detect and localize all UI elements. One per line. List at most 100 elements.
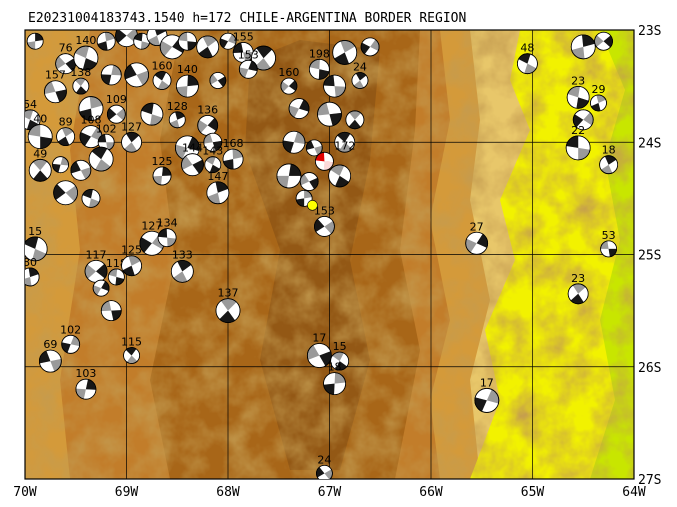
beachball-symbol [572,109,594,131]
depth-label: 103 [75,367,96,380]
beachball-symbol [215,298,241,324]
depth-label: 125 [121,244,142,257]
depth-label: 128 [167,100,188,113]
lon-label: 70W [13,485,37,500]
depth-label: 22 [571,124,585,137]
depth-label: 134 [157,217,178,230]
beachball-symbol [599,155,619,175]
beachball-symbol [594,31,613,51]
main-event-layer: 172 [307,139,355,211]
depth-label: 49 [33,147,47,160]
depth-label: 76 [59,42,73,55]
depth-label: 40 [33,113,47,126]
axis-labels: 70W 69W 68W 67W 66W 65W 64W 23S 24S 25S 26S 27S [13,24,661,500]
depth-label: 143 [202,145,223,158]
lon-label: 69W [115,485,139,500]
beachball-symbol [181,153,204,177]
beachball-symbol [56,127,75,147]
beachball-symbol [345,110,365,130]
depth-label: 153 [314,204,335,217]
beachball-symbol [28,158,52,182]
beachball-symbol [330,351,350,371]
beachball-symbol [96,31,116,51]
beachball-symbol [44,80,67,104]
depth-label: 15 [28,225,42,238]
beachball-symbol [306,343,332,368]
beachball-symbol [204,156,222,174]
beachball-symbol [168,111,186,129]
beachball-symbol [282,130,306,154]
beachball-symbol [222,148,244,170]
map-title: E20231004183743.1540 h=172 CHILE-ARGENTI… [28,11,466,26]
depth-label: 153 [238,48,259,61]
depth-label: 102 [60,323,81,336]
depth-label: 18 [602,144,616,157]
beachball-symbol [177,31,197,51]
depth-label: 155 [233,30,254,43]
beachball-symbol [600,240,618,258]
beachball-symbol [121,255,142,277]
beachball-symbol [55,53,76,75]
beachball-symbol [305,139,323,157]
beachball-symbol [139,230,165,256]
beachball-symbol [152,166,172,186]
beachball-symbol [328,164,352,188]
beachball-symbol [566,85,590,109]
beachball-symbol [133,32,151,50]
lat-label: 25S [638,249,661,264]
beachball-symbol [53,180,78,206]
epicenter-marker [307,200,318,211]
beachball-symbol [88,146,114,172]
depth-label: 23 [571,74,585,87]
depth-label: 136 [197,103,218,116]
beachball-symbol [100,300,122,322]
lon-label: 65W [521,485,545,500]
beachball-symbol [107,268,125,286]
beachball-symbol [308,58,330,80]
beachball-symbol [314,216,335,237]
beachball-symbol [25,236,48,262]
beachball-symbol [27,124,53,150]
depth-label: 133 [172,248,193,261]
beachball-symbol [316,464,333,479]
depth-label: 27 [470,220,484,233]
beachball-symbol [570,34,596,60]
depth-label: 138 [70,66,91,79]
beachball-symbol [567,283,589,305]
beachball-symbol [238,59,258,79]
depth-label: 30 [23,256,37,269]
beachball-symbol [474,388,500,413]
lat-label: 24S [638,136,661,151]
beachball-symbol [323,74,346,98]
beachball-symbol [299,172,319,191]
main-event-depth-label: 172 [334,139,355,152]
depth-label: 115 [121,336,142,349]
beachball-symbol [84,259,108,283]
beachball-symbol [70,159,92,181]
depth-label: 48 [520,42,534,55]
depth-label: 24 [353,61,367,74]
lat-label: 27S [638,473,661,488]
lon-label: 68W [216,485,240,500]
beachball-symbol [175,74,199,98]
beachball-symbol [209,72,227,89]
beachball-symbol [590,94,607,112]
beachball-symbol [317,101,342,127]
beachball-symbol [92,279,110,297]
beachball-symbol [251,45,276,71]
depth-label: 160 [152,60,173,73]
lon-label: 67W [318,485,342,500]
beachball-symbol [280,77,298,95]
depth-label: 69 [43,338,57,351]
depth-label: 53 [602,229,616,242]
depth-label: 17 [312,332,326,345]
beachball-symbol [565,135,591,161]
depth-label: 89 [59,116,73,129]
beachball-symbol [465,231,489,255]
depth-label: 127 [141,219,162,232]
depth-label: 198 [309,47,330,60]
beachball-symbol [219,32,237,50]
depth-label: 18 [328,361,342,374]
depth-label: 127 [121,120,142,133]
beachball-symbol [197,115,219,136]
